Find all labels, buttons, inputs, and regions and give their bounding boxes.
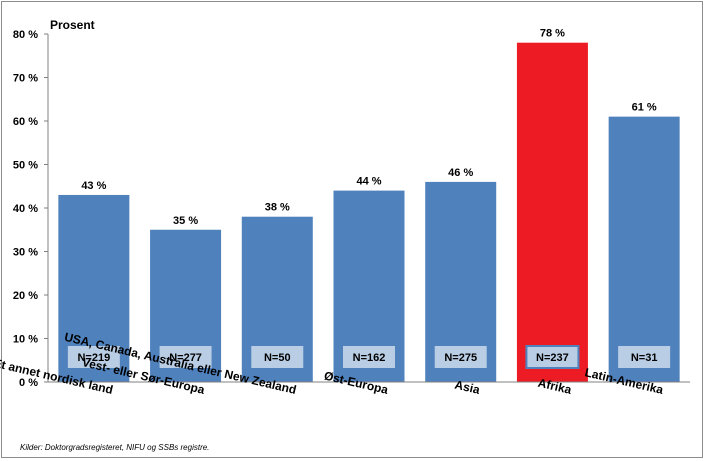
n-count-label: N=275 — [444, 352, 477, 364]
y-tick-label: 70 % — [13, 73, 38, 85]
y-tick-label: 10 % — [13, 334, 38, 346]
y-tick-label: 60 % — [13, 116, 38, 128]
n-count-label: N=50 — [264, 352, 291, 364]
n-count-box — [67, 346, 120, 368]
bar-value-label: 44 % — [356, 176, 381, 188]
y-tick-label: 80 % — [13, 29, 38, 41]
n-count-label: N=237 — [536, 352, 569, 364]
bar-value-label: 61 % — [632, 102, 657, 114]
source-note: Kilder: Doktorgradsregisteret, NIFU og S… — [20, 443, 209, 452]
bar — [516, 42, 588, 382]
n-count-label: N=31 — [631, 352, 658, 364]
n-count-label: N=219 — [77, 352, 110, 364]
bar-value-label: 78 % — [540, 28, 565, 40]
x-tick-label: Asia — [453, 378, 481, 397]
bar-value-label: 35 % — [173, 215, 198, 227]
y-axis-label: Prosent — [50, 18, 95, 32]
n-count-box — [618, 346, 671, 368]
y-tick-label: 50 % — [13, 160, 38, 172]
y-tick-label: 20 % — [13, 290, 38, 302]
n-count-box — [251, 346, 304, 368]
n-count-label: N=162 — [353, 352, 386, 364]
n-count-box — [434, 346, 487, 368]
y-tick-label: 30 % — [13, 247, 38, 259]
n-count-label: N=277 — [169, 352, 202, 364]
y-tick-label: 0 % — [19, 377, 38, 389]
bar-value-label: 46 % — [448, 167, 473, 179]
bar-value-label: 43 % — [81, 180, 106, 192]
n-count-box — [159, 346, 212, 368]
bar-value-label: 38 % — [265, 202, 290, 214]
bar — [608, 116, 680, 383]
n-count-box — [343, 346, 395, 368]
n-count-box — [525, 345, 580, 369]
y-tick-label: 40 % — [13, 203, 38, 215]
